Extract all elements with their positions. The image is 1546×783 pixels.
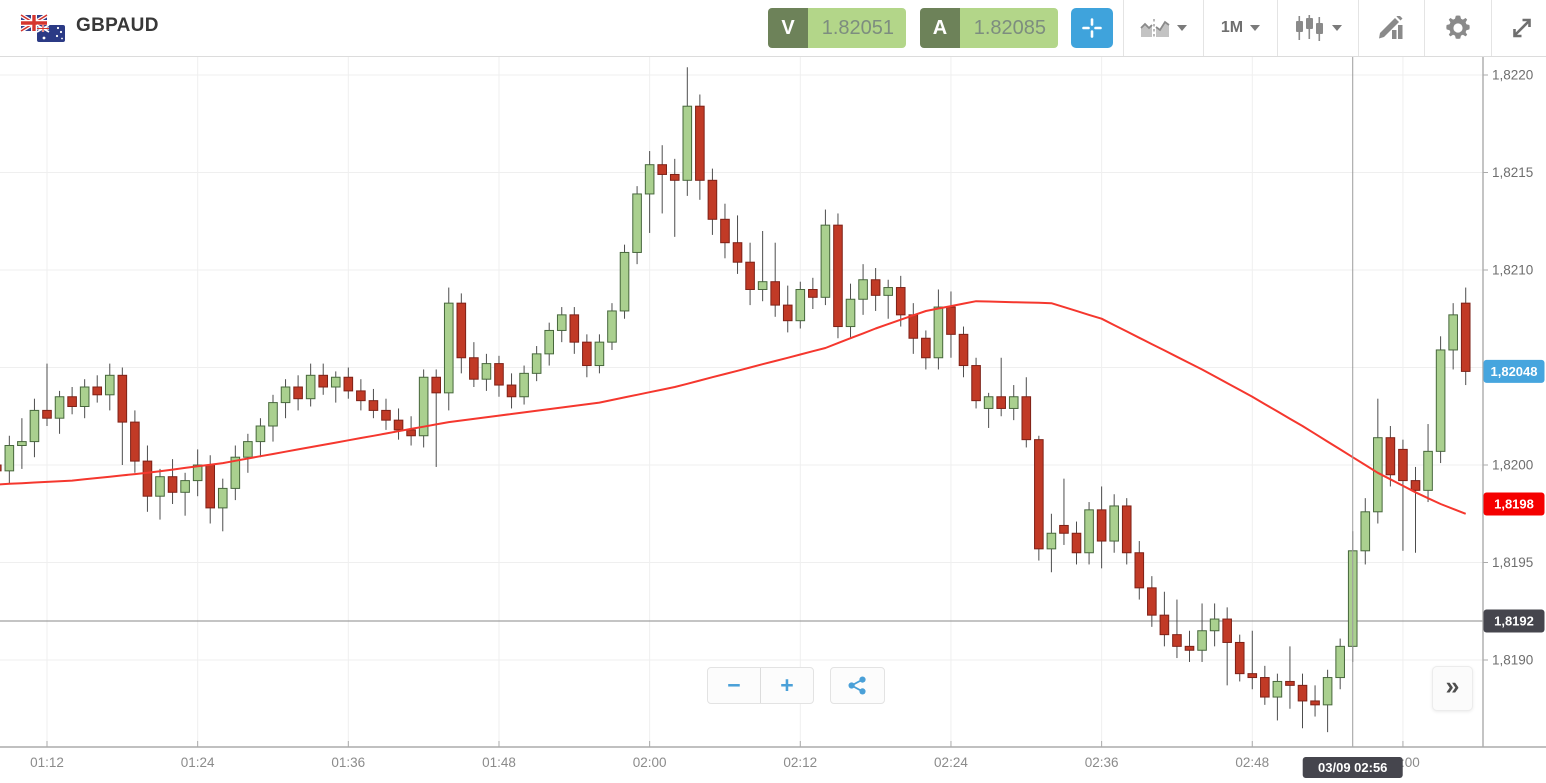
svg-text:1,8215: 1,8215 bbox=[1492, 165, 1533, 180]
buy-quote-button[interactable]: A 1.82085 bbox=[920, 8, 1058, 48]
gear-icon bbox=[1446, 15, 1470, 39]
interval-label: 1M bbox=[1220, 19, 1244, 36]
settings-button[interactable] bbox=[1424, 0, 1491, 56]
zoom-out-button[interactable]: − bbox=[708, 668, 761, 703]
interval-selector-button[interactable]: 1M bbox=[1203, 0, 1277, 56]
level-price-badge: 1,8192 bbox=[1483, 609, 1545, 633]
svg-text:01:36: 01:36 bbox=[331, 755, 365, 770]
price-chart[interactable]: 1,82201,82151,82101,82051,82001,81951,81… bbox=[0, 57, 1546, 783]
svg-text:02:24: 02:24 bbox=[934, 755, 968, 770]
collapse-panel-button[interactable]: » bbox=[1432, 666, 1473, 711]
svg-text:01:24: 01:24 bbox=[181, 755, 215, 770]
moving-average-line[interactable] bbox=[0, 300, 1467, 515]
fullscreen-button[interactable] bbox=[1491, 0, 1546, 56]
chevron-down-icon bbox=[1250, 25, 1261, 31]
chart-style-button[interactable] bbox=[1123, 0, 1203, 56]
buy-quote-value: 1.82085 bbox=[960, 8, 1058, 48]
svg-text:02:48: 02:48 bbox=[1235, 755, 1269, 770]
sell-quote-label: V bbox=[768, 8, 808, 48]
svg-text:1,8195: 1,8195 bbox=[1492, 555, 1533, 570]
chevron-down-icon bbox=[1177, 25, 1187, 31]
svg-text:1,8198: 1,8198 bbox=[1494, 497, 1534, 512]
svg-text:01:48: 01:48 bbox=[482, 755, 516, 770]
svg-text:1,8192: 1,8192 bbox=[1494, 614, 1534, 629]
share-button[interactable] bbox=[830, 667, 885, 704]
sell-quote-button[interactable]: V 1.82051 bbox=[768, 8, 906, 48]
svg-text:1,8210: 1,8210 bbox=[1492, 263, 1533, 278]
zoom-controls: − + bbox=[707, 667, 814, 704]
svg-text:02:00: 02:00 bbox=[633, 755, 667, 770]
chevron-down-icon bbox=[1331, 25, 1342, 31]
svg-text:1,82048: 1,82048 bbox=[1491, 364, 1538, 379]
last-price-badge: 1,82048 bbox=[1483, 359, 1545, 383]
chart-type-button[interactable] bbox=[1277, 0, 1358, 56]
ma-price-badge: 1,8198 bbox=[1483, 492, 1545, 516]
chart-toolbar: 1M bbox=[1123, 0, 1546, 56]
svg-text:1,8200: 1,8200 bbox=[1492, 458, 1533, 473]
gbpaud-flag-icon bbox=[19, 13, 66, 44]
candlestick-type-icon bbox=[1295, 15, 1323, 41]
svg-text:03/09 02:56: 03/09 02:56 bbox=[1318, 760, 1387, 775]
candlesticks bbox=[0, 67, 1471, 733]
svg-text:1,8190: 1,8190 bbox=[1492, 653, 1533, 668]
drawing-tools-button[interactable] bbox=[1358, 0, 1424, 56]
buy-quote-label: A bbox=[920, 8, 960, 48]
header: GBPAUD V 1.82051 A 1.82085 1M bbox=[0, 0, 1546, 57]
time-axis-labels: 01:12 01:24 01:36 01:48 02:00 02:12 02:24 02:36… bbox=[30, 741, 1420, 770]
aud-flag bbox=[36, 24, 65, 42]
crosshair-icon bbox=[1082, 18, 1102, 38]
svg-text:01:12: 01:12 bbox=[30, 755, 64, 770]
compare-charts-icon bbox=[1140, 19, 1170, 38]
expand-arrows-icon bbox=[1512, 18, 1531, 38]
zoom-in-button[interactable]: + bbox=[780, 672, 794, 698]
svg-text:02:12: 02:12 bbox=[783, 755, 817, 770]
crosshair-tool-button[interactable] bbox=[1071, 8, 1113, 48]
draw-indicator-icon bbox=[1378, 16, 1402, 39]
sell-quote-value: 1.82051 bbox=[808, 8, 906, 48]
share-icon bbox=[848, 676, 866, 695]
symbol-title: GBPAUD bbox=[76, 15, 159, 36]
svg-text:1,8220: 1,8220 bbox=[1492, 68, 1533, 83]
crosshair-time-badge: 03/09 02:56 bbox=[1302, 757, 1403, 778]
svg-text:02:36: 02:36 bbox=[1085, 755, 1119, 770]
